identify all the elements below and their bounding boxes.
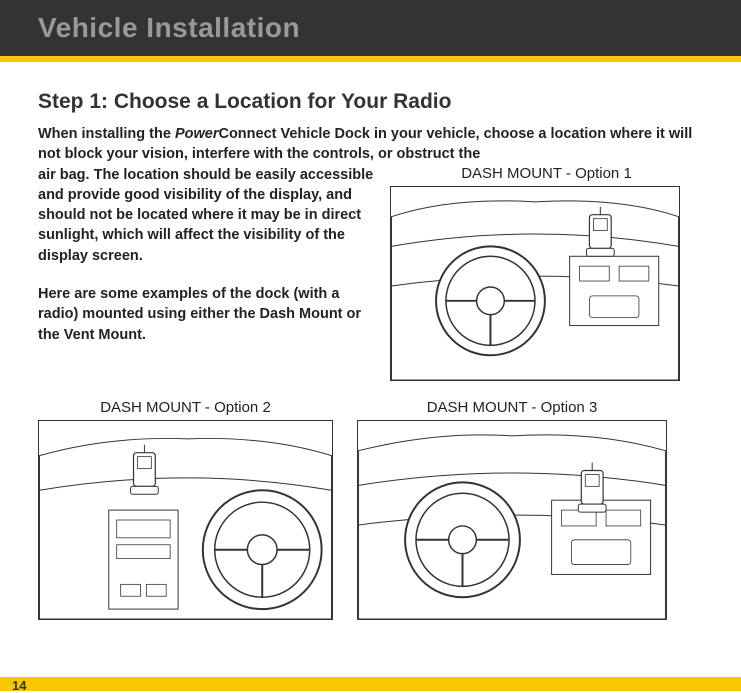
figure-label-3: DASH MOUNT - Option 3 <box>357 399 667 416</box>
content-area: Step 1: Choose a Location for Your Radio… <box>0 62 741 620</box>
product-name-italic: Power <box>175 126 219 142</box>
intro-line: When installing the PowerConnect Vehicle… <box>38 124 703 165</box>
page-title: Vehicle Installation <box>38 12 300 44</box>
intro-para1: air bag. The location should be easily a… <box>38 165 378 266</box>
footer-bar: 14 <box>0 677 741 691</box>
figure-label-1: DASH MOUNT - Option 1 <box>390 165 703 182</box>
dash-illustration-icon <box>358 421 666 619</box>
intro-right-column: DASH MOUNT - Option 1 <box>390 165 703 381</box>
dash-illustration-icon <box>391 187 679 380</box>
step-title: Step 1: Choose a Location for Your Radio <box>38 90 703 114</box>
intro-left-column: air bag. The location should be easily a… <box>38 165 378 381</box>
intro-row: air bag. The location should be easily a… <box>38 165 703 381</box>
figure-3 <box>357 420 667 620</box>
dash-illustration-icon <box>39 421 332 619</box>
figure-col-3: DASH MOUNT - Option 3 <box>357 399 667 620</box>
intro-para2: Here are some examples of the dock (with… <box>38 284 378 345</box>
second-row: DASH MOUNT - Option 2 <box>38 399 703 620</box>
product-name-rest: Connect <box>218 126 276 142</box>
figure-2 <box>38 420 333 620</box>
figure-1 <box>390 186 680 381</box>
page-header: Vehicle Installation <box>0 0 741 56</box>
figure-col-2: DASH MOUNT - Option 2 <box>38 399 333 620</box>
intro-prefix: When installing the <box>38 126 175 142</box>
figure-label-2: DASH MOUNT - Option 2 <box>38 399 333 416</box>
